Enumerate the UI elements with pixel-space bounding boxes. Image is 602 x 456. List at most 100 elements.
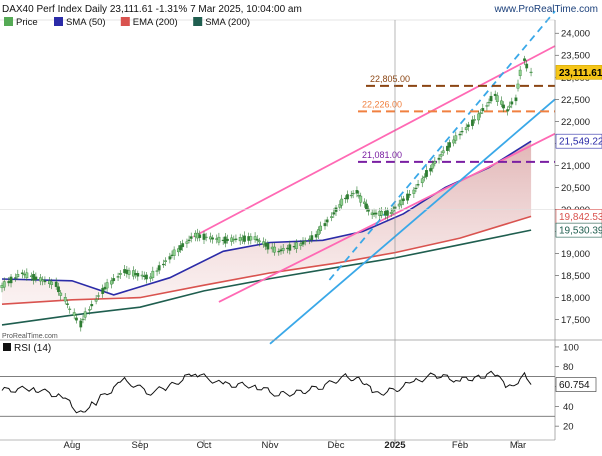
candle-body [529,71,533,74]
candle-body [301,241,305,245]
candle-body [510,101,514,105]
candle-body [127,270,131,275]
candle-body [266,243,270,250]
candle-body [74,317,78,321]
candle-body [365,203,368,210]
candle-body [460,131,464,133]
candle-body [441,150,445,154]
x-tick-label: Sep [132,440,149,451]
instrument-title: DAX40 Perf Index Daily 23,111.61 -1.31% … [2,4,302,15]
y-tick-label: 18,500 [561,271,590,282]
candle-body [391,209,395,212]
candle-body [189,236,193,239]
candle-body [310,235,314,240]
candle-body [489,95,493,102]
candle-body [151,270,155,278]
candle-body [439,154,443,157]
candle-body [437,157,441,160]
candle-body [38,277,42,282]
candle-body [155,270,159,272]
candle-body [7,281,11,284]
candle-body [303,240,307,243]
trendline-4 [269,98,556,345]
x-tick-label: 2025 [384,440,406,451]
ema-shaded-area [2,141,532,305]
candle-body [323,223,327,227]
candle-body [162,263,165,266]
candle-body [20,272,24,275]
candle-body [330,216,333,219]
candle-body [50,281,54,285]
x-tick-label: Dec [328,440,345,451]
candle-body [217,236,221,243]
candle-body [317,229,320,235]
candle-body [54,281,58,287]
candle-body [243,235,246,242]
candle-body [485,105,489,107]
candle-body [2,281,6,288]
candle-body [168,256,172,260]
candle-body [518,69,522,76]
candle-body [516,83,520,89]
price-tag-bg [555,133,602,149]
candle-body [487,101,491,104]
candle-body [495,95,499,102]
candle-body [399,199,403,206]
series-ema-200 [1,215,532,305]
rsi-last-label: 60.754 [559,380,590,391]
candle-body [406,193,409,201]
candle-body [448,142,451,148]
candle-body [346,194,349,200]
candle-body [277,251,281,253]
y-tick-label: 17,500 [561,315,590,326]
candle-body [226,238,229,241]
candle-body [506,109,510,112]
candle-body [136,273,140,277]
rsi-title: RSI (14) [14,343,51,354]
candle-body [416,184,420,186]
candle-body [458,133,462,136]
candle-body [385,210,389,216]
series-sma-200 [1,229,532,326]
candle-body [349,194,353,197]
candle-body [355,190,359,194]
legend-item-label: SMA (200) [205,17,250,28]
y-tick-label: 20,500 [561,183,590,194]
candle-body [351,192,355,195]
candle-body [185,241,189,244]
candle-body [83,311,87,318]
candle-body [187,239,191,241]
candle-body [105,282,109,289]
candle-body [295,242,298,249]
candle-body [41,279,45,282]
candle-body [172,249,176,256]
candle-body [412,189,416,194]
y-tick-label: 22,000 [561,117,590,128]
candle-body [408,194,412,196]
candle-body [112,278,116,282]
y-tick-label: 22,500 [561,95,590,106]
candle-body [66,303,69,305]
candle-body [281,248,285,251]
trendline-3 [328,10,556,281]
candle-body [473,119,476,121]
candle-body [332,212,336,215]
candle-body [204,236,208,239]
candle-body [63,297,67,302]
candle-body [325,219,329,223]
candle-body [273,246,276,253]
candle-body [454,135,458,141]
rsi-y-tick-label: 20 [563,422,574,433]
rsi-last-tag [555,377,597,392]
candle-body [255,238,259,241]
rsi-y-tick-label: 40 [563,402,574,413]
candle-body [500,100,503,105]
candle-body [481,108,485,112]
candle-body [29,275,33,277]
price-tag-label: 19,530.39 [559,226,602,237]
candle-body [299,243,303,246]
candle-body [110,280,113,285]
candle-body [164,260,167,262]
